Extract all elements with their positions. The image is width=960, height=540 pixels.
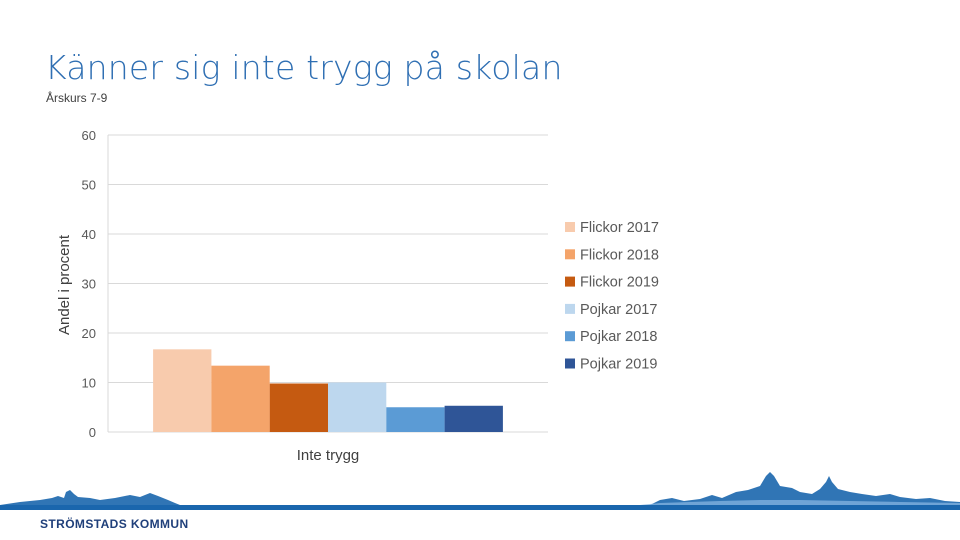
legend-label: Pojkar 2017	[580, 302, 657, 318]
legend-swatch	[565, 276, 575, 287]
y-axis-ticks: 0 10 20 30 40 50 60	[82, 128, 96, 440]
y-tick-label: 0	[89, 425, 96, 440]
slide-title: Känner sig inte trygg på skolan	[45, 48, 563, 87]
x-axis-categories: Inte trygg	[297, 447, 360, 464]
y-axis-title: Andel i procent	[56, 234, 73, 335]
skyline-right	[650, 472, 960, 505]
bar-pojkar-2018	[386, 407, 445, 432]
skyline-shapes	[0, 472, 960, 505]
bar-pojkar-2019	[444, 405, 503, 432]
legend-label: Flickor 2018	[580, 247, 659, 263]
y-tick-label: 10	[82, 376, 96, 391]
bar-flickor-2017	[153, 349, 212, 432]
legend-label: Flickor 2019	[580, 275, 659, 291]
bar-pojkar-2017	[328, 382, 387, 432]
town-skyline-silhouette	[0, 472, 960, 505]
y-tick-label: 30	[82, 277, 96, 292]
legend-label: Pojkar 2019	[580, 357, 657, 373]
legend-swatch	[565, 222, 575, 232]
organization-logo-text: STRÖMSTADS KOMMUN	[40, 517, 189, 531]
legend-swatch	[565, 331, 575, 342]
y-tick-label: 50	[82, 178, 96, 193]
legend-label: Pojkar 2018	[580, 329, 657, 345]
skyline-base	[640, 500, 960, 505]
legend: Flickor 2017 Flickor 2018 Flickor 2019 Pojk…	[565, 220, 659, 373]
y-tick-label: 40	[82, 227, 96, 242]
legend-swatch	[565, 249, 575, 260]
x-category-label: Inte trygg	[297, 447, 360, 464]
bar-flickor-2018	[211, 365, 270, 432]
bar-flickor-2019	[269, 383, 328, 432]
legend-swatch	[565, 303, 575, 314]
footer-bar	[0, 505, 960, 510]
bar-chart: 0 10 20 30 40 50 60 Inte trygg Andel i procent…	[56, 128, 659, 464]
y-tick-label: 20	[82, 326, 96, 341]
legend-label: Flickor 2017	[580, 220, 659, 236]
legend-swatch	[565, 358, 575, 369]
skyline-left	[0, 490, 180, 505]
slide-subtitle: Årskurs 7-9	[46, 91, 108, 105]
bars	[153, 349, 503, 432]
y-tick-label: 60	[82, 128, 96, 143]
